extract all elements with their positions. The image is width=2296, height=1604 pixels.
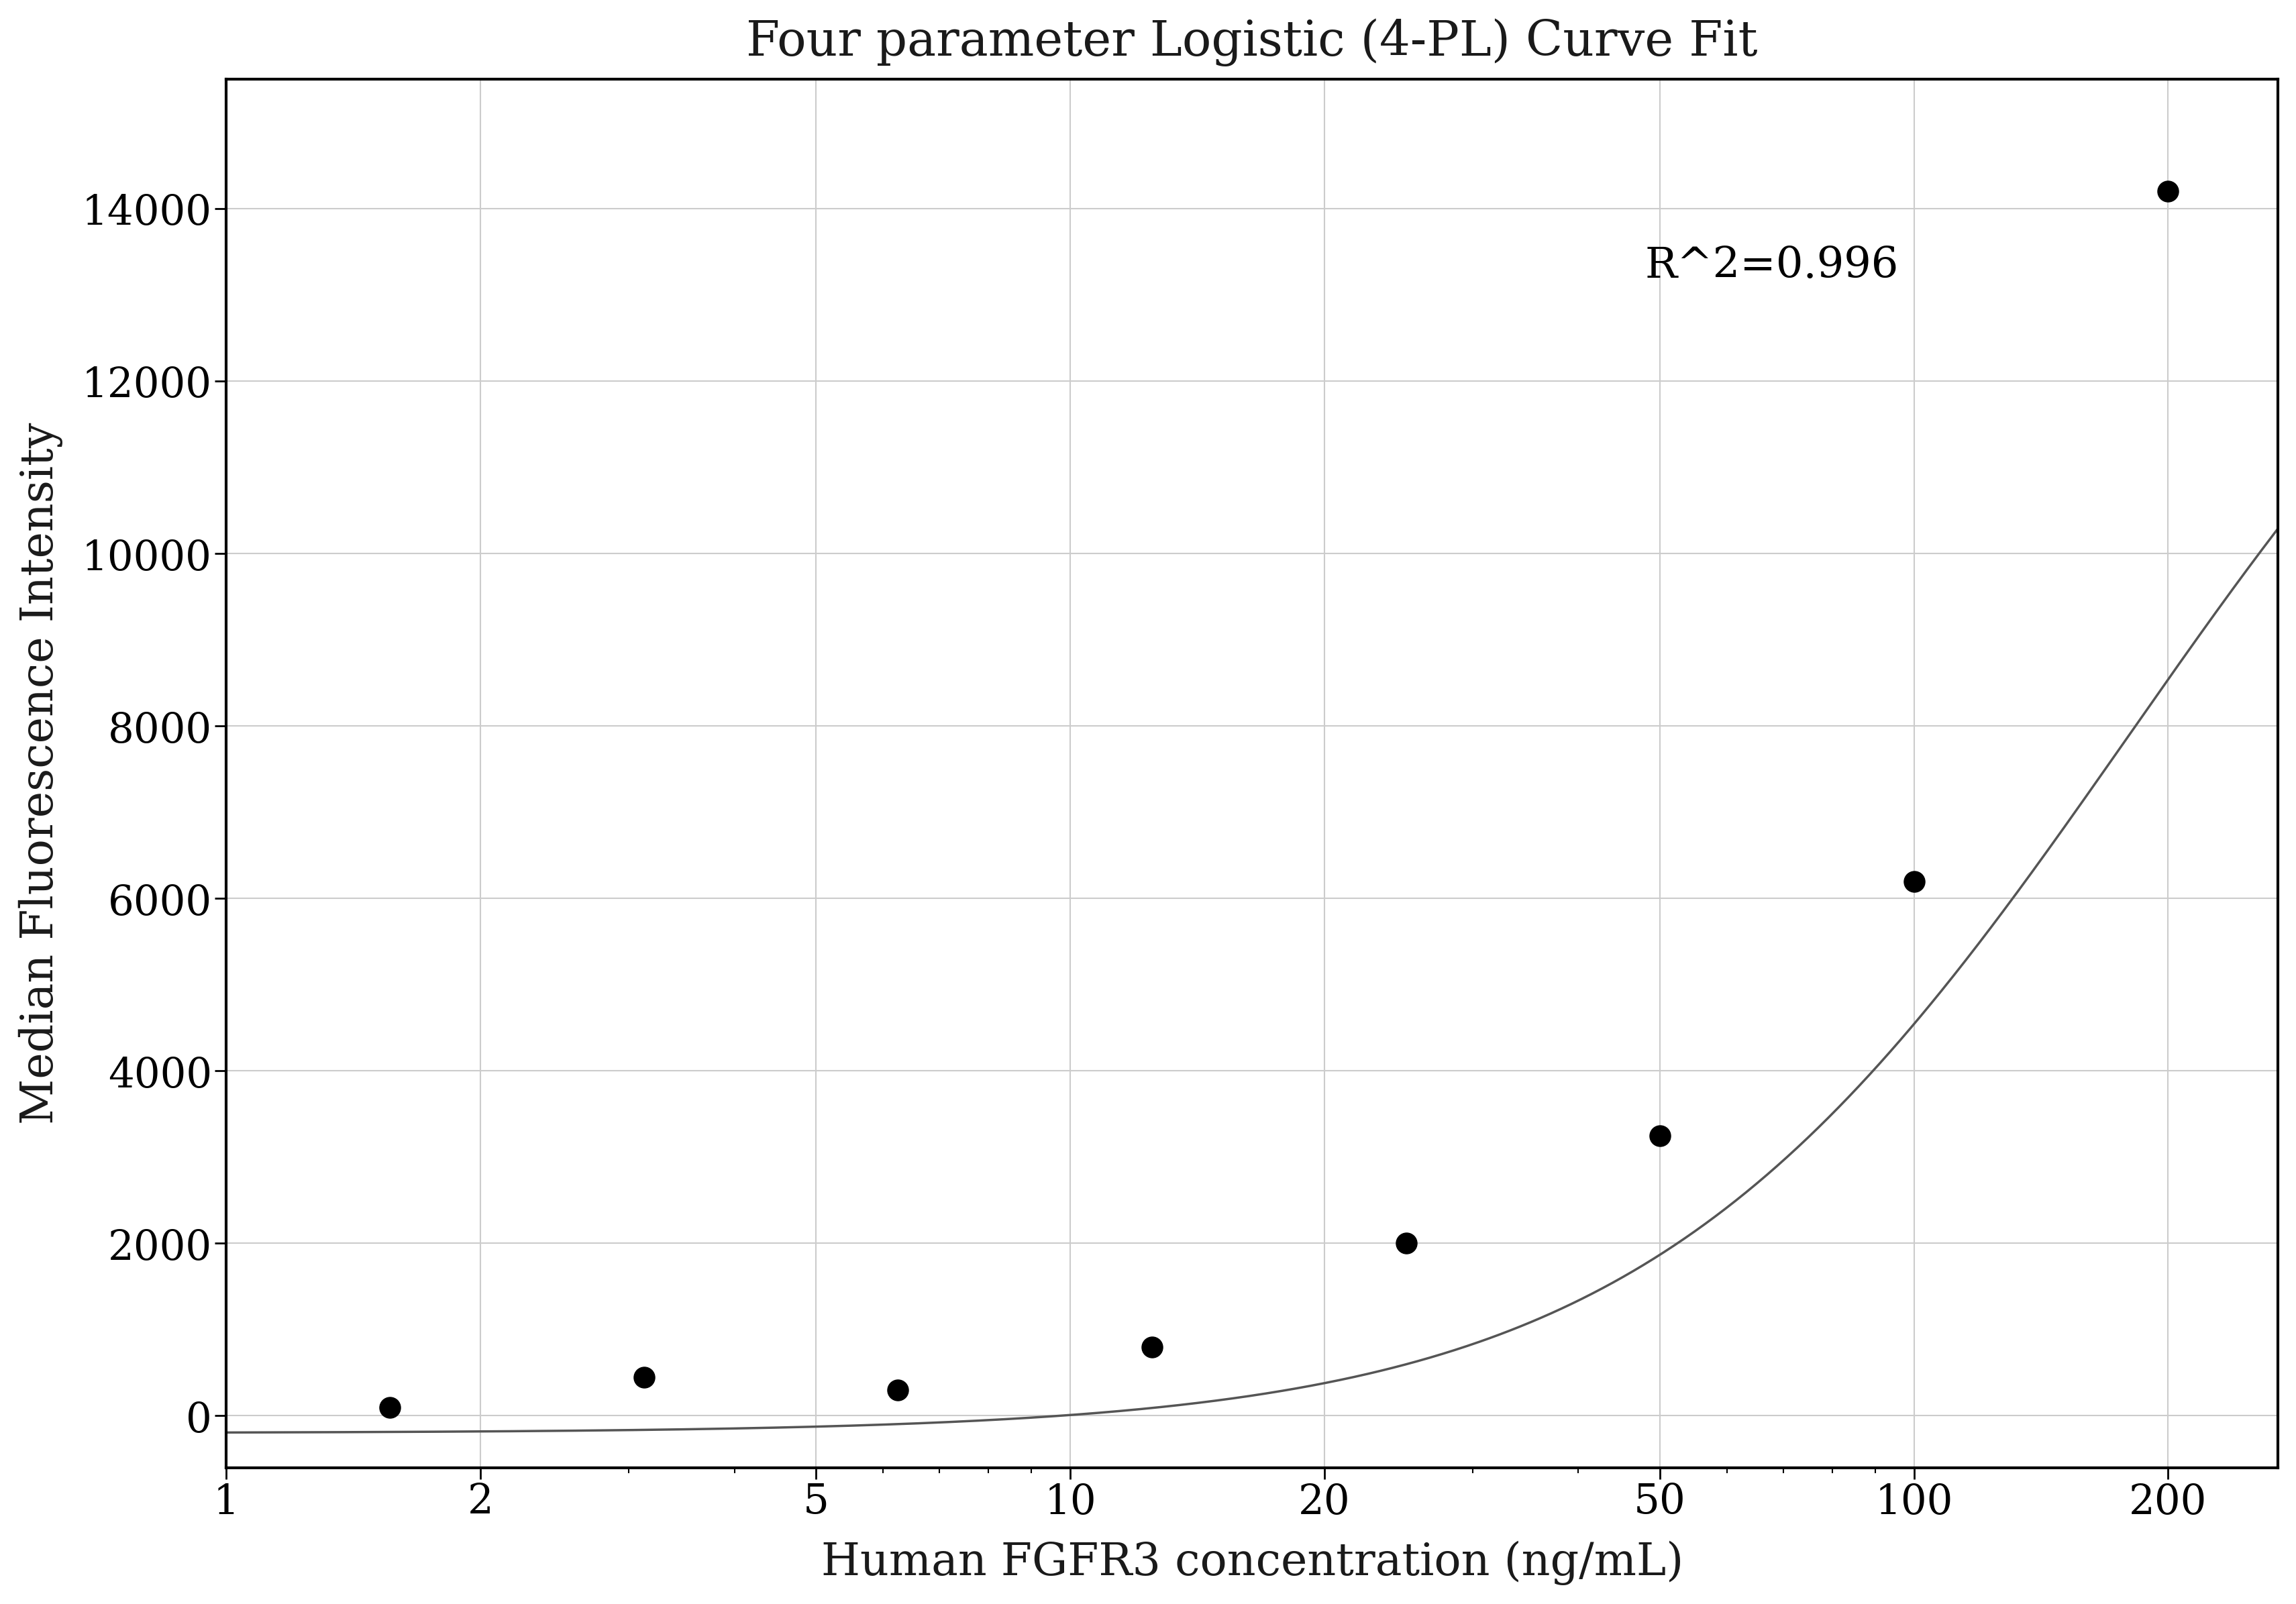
Title: Four parameter Logistic (4-PL) Curve Fit: Four parameter Logistic (4-PL) Curve Fit [746,19,1756,67]
Point [1134,1335,1171,1360]
Point [879,1378,916,1404]
Point [1387,1230,1424,1256]
Point [625,1363,661,1389]
Point [372,1394,409,1420]
X-axis label: Human FGFR3 concentration (ng/mL): Human FGFR3 concentration (ng/mL) [820,1541,1683,1585]
Point [2149,178,2186,204]
Text: R^2=0.996: R^2=0.996 [1644,245,1899,286]
Point [1894,868,1931,893]
Y-axis label: Median Fluorescence Intensity: Median Fluorescence Intensity [18,422,62,1124]
Point [1642,1123,1678,1148]
